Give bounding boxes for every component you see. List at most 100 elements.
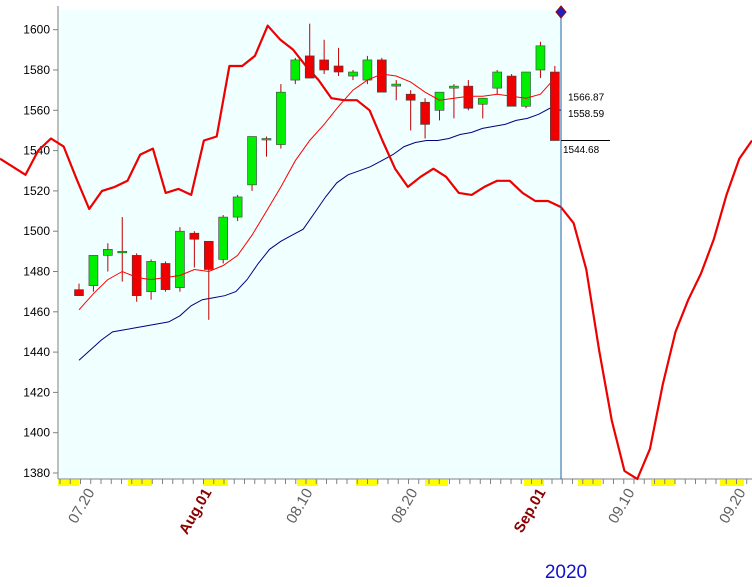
week-marker <box>58 480 79 486</box>
candle-body <box>232 196 243 218</box>
candle <box>449 84 459 119</box>
candle-body <box>103 249 113 256</box>
x-tick-label: 08.20 <box>388 486 421 527</box>
candle <box>319 39 329 75</box>
y-tick-label: 1580 <box>23 63 50 77</box>
x-tick-label: 08.10 <box>283 486 316 527</box>
short-average-layer <box>78 73 556 311</box>
week-marker <box>203 480 228 486</box>
long-average-line <box>78 107 562 361</box>
candle-body <box>247 136 257 186</box>
candle <box>88 255 99 292</box>
x-axis-week-bar <box>58 479 748 486</box>
y-tick-label: 1460 <box>23 305 50 319</box>
forecast-layer <box>0 24 752 481</box>
candle <box>247 136 257 191</box>
candle <box>535 41 546 79</box>
week-marker <box>651 480 675 486</box>
candle-body <box>319 59 329 71</box>
week-marker <box>297 480 318 486</box>
candle <box>218 215 228 264</box>
year-label: 2020 <box>545 562 587 582</box>
candle <box>348 70 358 81</box>
candle-body <box>449 85 459 89</box>
candle-body <box>377 59 387 93</box>
y-tick-label: 1540 <box>23 144 50 158</box>
y-tick-label: 1420 <box>23 385 50 399</box>
candle-body <box>146 261 156 292</box>
week-marker <box>578 480 601 486</box>
candle <box>232 194 243 222</box>
x-tick-label: Sep.01 <box>511 486 550 536</box>
candle-body <box>261 138 272 141</box>
candle <box>175 227 185 292</box>
y-tick-label: 1380 <box>23 466 50 480</box>
candles-layer <box>74 23 560 320</box>
week-marker <box>524 480 544 486</box>
candle-body <box>506 75 517 107</box>
candle-body <box>405 93 416 101</box>
x-tick-label: 09.20 <box>716 486 749 527</box>
candle-body <box>434 91 445 111</box>
candle-body <box>420 101 430 125</box>
candle <box>189 231 200 268</box>
candle <box>117 217 128 282</box>
candle-body <box>492 71 502 89</box>
candle-body <box>304 55 315 79</box>
candle-body <box>290 59 301 81</box>
candle <box>261 136 272 157</box>
candle-body <box>391 83 402 87</box>
short-average-line <box>78 73 556 311</box>
candle-body <box>463 85 474 109</box>
candle <box>521 71 531 109</box>
candle-body <box>189 232 200 240</box>
candle <box>74 283 84 296</box>
candle-body <box>175 230 185 288</box>
candle-body <box>348 71 358 77</box>
candle <box>477 97 488 119</box>
candle-body <box>117 251 128 254</box>
candle-body <box>477 97 488 105</box>
candle <box>405 90 416 131</box>
candle-body <box>362 59 373 81</box>
candle-body <box>550 71 560 141</box>
x-axis-tick-labels: 07.20 Aug.01 08.10 08.20 Sep.01 09.10 09.20 <box>65 486 749 538</box>
plot-area-forecast <box>561 10 752 479</box>
y-tick-label: 1400 <box>23 426 50 440</box>
candle <box>434 91 445 121</box>
y-tick-label: 1440 <box>23 345 50 359</box>
price-label-long-average: 1558.59 <box>568 109 605 120</box>
week-marker <box>720 480 744 486</box>
candle-body <box>88 255 99 286</box>
y-tick-label: 1600 <box>23 23 50 37</box>
week-marker <box>425 480 448 486</box>
candle <box>550 65 560 141</box>
price-label-short-average: 1566.87 <box>568 92 605 103</box>
candle <box>103 243 113 272</box>
y-tick-label: 1560 <box>23 103 50 117</box>
candle <box>290 57 301 85</box>
forecast-line <box>0 24 752 481</box>
candle <box>276 84 286 149</box>
week-marker <box>128 480 152 486</box>
candle-body <box>160 263 171 290</box>
cursor-diamond-marker <box>555 5 567 19</box>
price-label-last-close: 1544.68 <box>563 145 600 156</box>
x-tick-label: 09.10 <box>605 486 638 527</box>
candle-body <box>535 45 546 71</box>
candle-body <box>131 255 142 296</box>
candle-body <box>74 289 84 296</box>
candle-body <box>276 91 286 145</box>
candle <box>506 74 517 107</box>
candle <box>160 261 171 292</box>
candle <box>391 80 402 101</box>
x-tick-label: Aug.01 <box>176 486 216 538</box>
candle <box>333 47 344 77</box>
long-average-layer <box>78 107 562 361</box>
candle <box>420 98 430 139</box>
candle <box>492 70 502 95</box>
candle-body <box>218 216 228 260</box>
plot-area-history <box>58 10 561 479</box>
